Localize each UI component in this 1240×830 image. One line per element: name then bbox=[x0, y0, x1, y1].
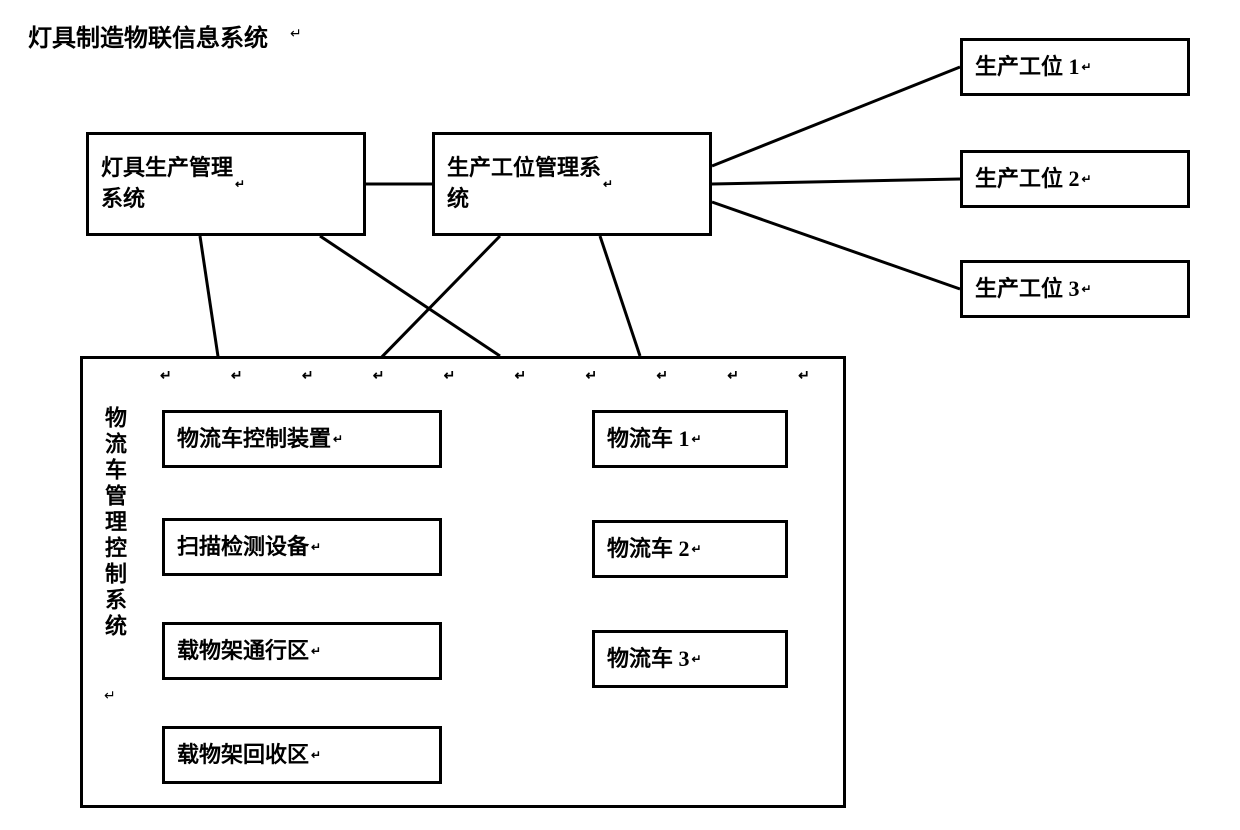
return-glyph: ↵ bbox=[311, 747, 321, 764]
node-label: 载物架通行区 bbox=[177, 636, 309, 667]
node-label: 物流车 2 bbox=[607, 534, 690, 565]
tick-glyph: ↵ bbox=[727, 368, 739, 385]
container-label-text: 物流车管理控制系统 bbox=[102, 406, 127, 640]
node-label: 灯具生产管理系统 bbox=[101, 153, 233, 215]
node-label: 生产工位 3 bbox=[975, 274, 1080, 305]
node-workstation-3: 生产工位 3 ↵ bbox=[960, 260, 1190, 318]
container-label: 物流车管理控制系统 bbox=[98, 406, 130, 640]
tick-glyph: ↵ bbox=[585, 368, 597, 385]
node-carrier-recy: 载物架回收区 ↵ bbox=[162, 726, 442, 784]
node-label: 生产工位 2 bbox=[975, 164, 1080, 195]
node-scan: 扫描检测设备 ↵ bbox=[162, 518, 442, 576]
return-glyph: ↵ bbox=[692, 431, 702, 448]
return-glyph: ↵ bbox=[311, 539, 321, 556]
return-glyph: ↵ bbox=[290, 26, 302, 43]
node-label: 物流车 1 bbox=[607, 424, 690, 455]
tick-row: ↵ ↵ ↵ ↵ ↵ ↵ ↵ ↵ ↵ ↵ bbox=[160, 368, 810, 385]
node-label: 物流车 3 bbox=[607, 644, 690, 675]
return-glyph: ↵ bbox=[235, 176, 245, 193]
node-label: 载物架回收区 bbox=[177, 740, 309, 771]
node-vehicle-ctrl: 物流车控制装置 ↵ bbox=[162, 410, 442, 468]
tick-glyph: ↵ bbox=[160, 368, 172, 385]
return-glyph: ↵ bbox=[692, 651, 702, 668]
tick-glyph: ↵ bbox=[656, 368, 668, 385]
return-glyph: ↵ bbox=[311, 643, 321, 660]
node-label: 物流车控制装置 bbox=[177, 424, 331, 455]
node-label: 生产工位管理系统 bbox=[447, 153, 601, 215]
node-vehicle-2: 物流车 2 ↵ bbox=[592, 520, 788, 578]
return-glyph: ↵ bbox=[104, 688, 116, 705]
tick-glyph: ↵ bbox=[444, 368, 456, 385]
return-glyph: ↵ bbox=[333, 431, 343, 448]
node-label: 扫描检测设备 bbox=[177, 532, 309, 563]
tick-glyph: ↵ bbox=[515, 368, 527, 385]
node-label: 生产工位 1 bbox=[975, 52, 1080, 83]
return-glyph: ↵ bbox=[1082, 59, 1092, 76]
return-glyph: ↵ bbox=[1082, 281, 1092, 298]
diagram-title: 灯具制造物联信息系统 bbox=[28, 18, 268, 53]
tick-glyph: ↵ bbox=[231, 368, 243, 385]
node-prod-mgmt: 灯具生产管理系统 ↵ bbox=[86, 132, 366, 236]
return-glyph: ↵ bbox=[1082, 171, 1092, 188]
node-vehicle-1: 物流车 1 ↵ bbox=[592, 410, 788, 468]
node-station-mgmt: 生产工位管理系统 ↵ bbox=[432, 132, 712, 236]
tick-glyph: ↵ bbox=[302, 368, 314, 385]
tick-glyph: ↵ bbox=[373, 368, 385, 385]
return-glyph: ↵ bbox=[603, 176, 613, 193]
tick-glyph: ↵ bbox=[798, 368, 810, 385]
return-glyph: ↵ bbox=[692, 541, 702, 558]
node-carrier-pass: 载物架通行区 ↵ bbox=[162, 622, 442, 680]
node-workstation-1: 生产工位 1 ↵ bbox=[960, 38, 1190, 96]
node-vehicle-3: 物流车 3 ↵ bbox=[592, 630, 788, 688]
node-workstation-2: 生产工位 2 ↵ bbox=[960, 150, 1190, 208]
